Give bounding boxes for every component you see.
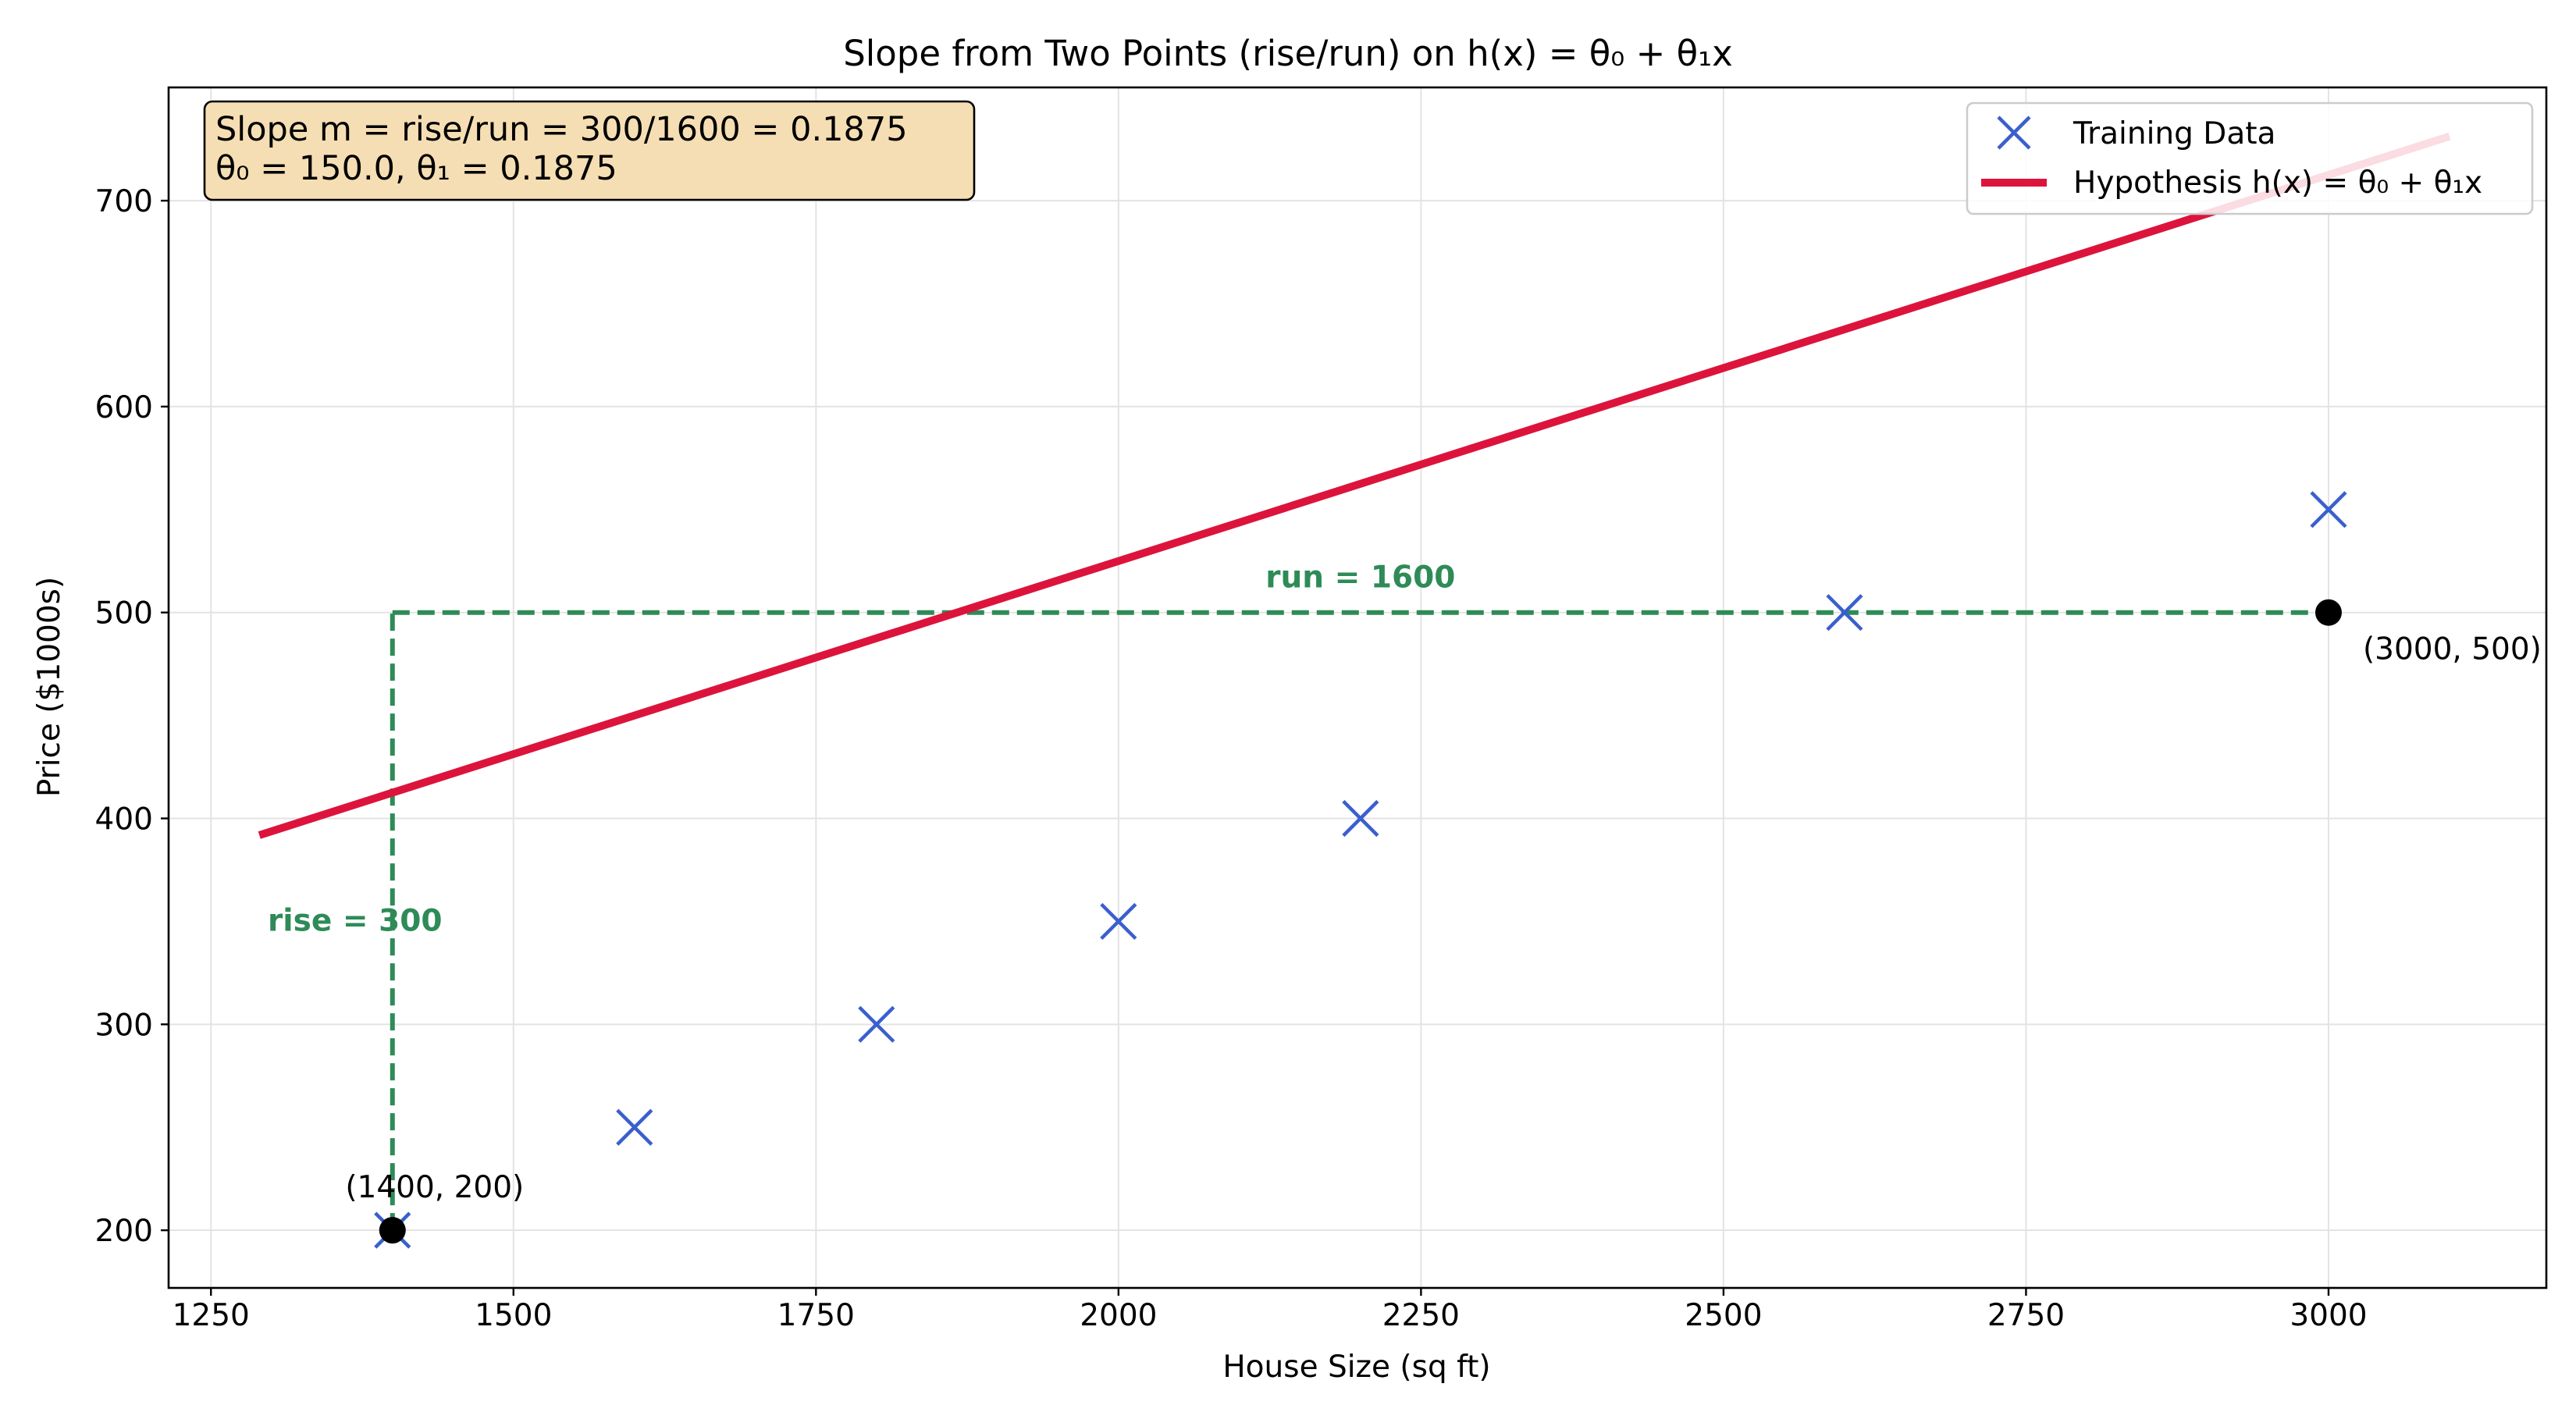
x-tick-label: 1250 [173,1298,250,1333]
training-point-stroke [1342,799,1379,838]
axis-ticks: 1250 1500 1750 2000 2250 2500 2750 3000 200 300 40… [95,184,2368,1333]
rise-run-guides: run = 1600 rise = 300 [268,560,2329,1231]
grid [169,87,2546,1288]
info-box-line-1: Slope m = rise/run = 300/1600 = 0.1875 [215,110,908,149]
highlight-point [379,1217,406,1244]
x-tick-label: 1500 [475,1298,552,1333]
legend-frame [1966,101,2534,215]
training-point [1342,799,1379,838]
training-point-stroke [858,1005,895,1043]
run-label: run = 1600 [1265,560,1455,596]
plot-frame [167,86,2548,1289]
training-point [1826,594,1863,631]
highlight-point [2314,599,2342,626]
x-axis-label: House Size (sq ft) [1222,1350,1490,1385]
x-tick-label: 1750 [777,1298,855,1333]
rise-label: rise = 300 [268,903,443,938]
x-tick-label: 2500 [1685,1298,1762,1333]
hypothesis-layer [258,132,2451,839]
training-point-stroke [616,1108,653,1146]
legend-label-training: Training Data [2073,116,2275,151]
y-tick-label: 200 [95,1214,153,1249]
scatter-layer [374,491,2347,1249]
legend-marker-training [1997,116,2031,150]
training-point-stroke [2310,491,2347,528]
training-point-stroke [1826,594,1863,631]
y-tick-label: 400 [95,802,153,838]
y-tick-label: 300 [95,1008,153,1043]
x-tick-label: 2000 [1080,1298,1157,1333]
training-point [616,1108,653,1146]
highlight-point-label: (3000, 500) [2363,632,2542,667]
y-tick-label: 500 [95,596,153,631]
x-tick-label: 3000 [2290,1298,2367,1333]
info-box-line-2: θ₀ = 150.0, θ₁ = 0.1875 [215,149,617,188]
training-point-stroke [1100,902,1137,941]
info-box-background [203,100,976,201]
slope-info-box: Slope m = rise/run = 300/1600 = 0.1875 θ… [203,100,976,201]
highlight-points-layer: (1400, 200) (3000, 500) [345,599,2542,1244]
chart-title: Slope from Two Points (rise/run) on h(x)… [843,33,1733,74]
training-point [1100,902,1137,941]
hypothesis-line [258,132,2451,839]
y-tick-label: 600 [95,390,153,425]
x-tick-label: 2750 [1987,1298,2065,1333]
training-point [858,1005,895,1043]
highlight-point-label: (1400, 200) [345,1170,524,1205]
x-tick-label: 2250 [1382,1298,1460,1333]
y-tick-label: 700 [95,184,153,219]
training-point [2310,491,2347,528]
y-axis-label: Price ($1000s) [32,577,67,797]
legend: Training Data Hypothesis h(x) = θ₀ + θ₁x [1966,101,2534,215]
legend-label-hypothesis: Hypothesis h(x) = θ₀ + θ₁x [2073,165,2482,201]
